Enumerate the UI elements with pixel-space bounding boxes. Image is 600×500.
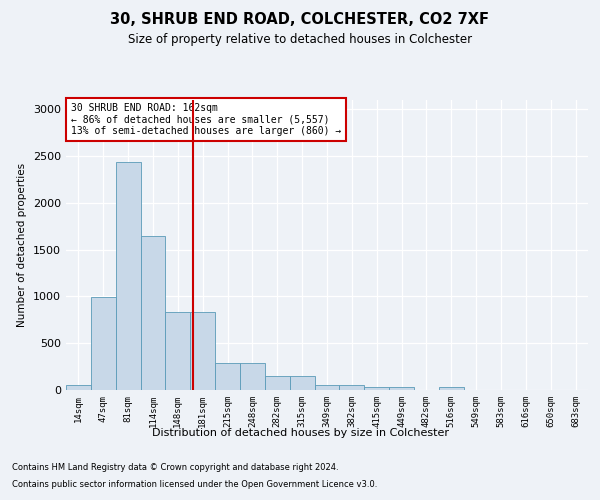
Bar: [140, 236, 166, 390]
Text: Size of property relative to detached houses in Colchester: Size of property relative to detached ho…: [128, 32, 472, 46]
Text: Contains public sector information licensed under the Open Government Licence v3: Contains public sector information licen…: [12, 480, 377, 489]
Bar: [91, 298, 116, 390]
Bar: [215, 363, 240, 390]
Bar: [439, 387, 464, 390]
Text: Contains HM Land Registry data © Crown copyright and database right 2024.: Contains HM Land Registry data © Crown c…: [12, 464, 338, 472]
Bar: [166, 312, 190, 390]
Bar: [116, 162, 140, 390]
Bar: [66, 386, 91, 390]
Text: 30 SHRUB END ROAD: 162sqm
← 86% of detached houses are smaller (5,557)
13% of se: 30 SHRUB END ROAD: 162sqm ← 86% of detac…: [71, 103, 341, 136]
Bar: [265, 376, 290, 390]
Bar: [389, 387, 414, 390]
Bar: [290, 376, 314, 390]
Bar: [364, 387, 389, 390]
Bar: [240, 363, 265, 390]
Y-axis label: Number of detached properties: Number of detached properties: [17, 163, 28, 327]
Bar: [190, 312, 215, 390]
Text: Distribution of detached houses by size in Colchester: Distribution of detached houses by size …: [151, 428, 449, 438]
Text: 30, SHRUB END ROAD, COLCHESTER, CO2 7XF: 30, SHRUB END ROAD, COLCHESTER, CO2 7XF: [110, 12, 490, 28]
Bar: [340, 386, 364, 390]
Bar: [314, 386, 340, 390]
